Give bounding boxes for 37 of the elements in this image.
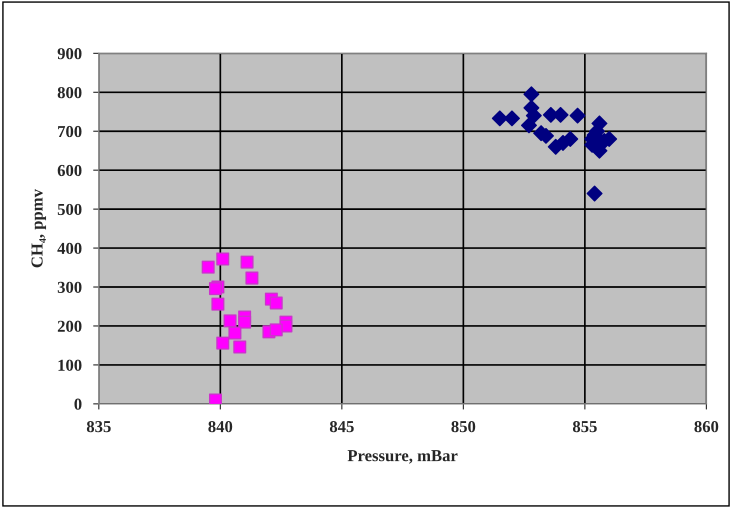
x-tick-label: 855 [572, 421, 597, 432]
x-tick-label: 840 [208, 421, 232, 432]
x-tick-label: 850 [451, 421, 476, 432]
point [520, 117, 537, 134]
point [202, 260, 215, 274]
y-axis-title: CH₄, ppmv [31, 189, 46, 268]
point [216, 336, 230, 350]
point [238, 316, 252, 329]
point [270, 296, 283, 310]
y-tick-label: 300 [58, 282, 82, 293]
y-tick-label: 200 [58, 320, 82, 332]
point [523, 86, 540, 102]
point [240, 256, 254, 269]
x-axis-title: Pressure, mBar [348, 450, 458, 464]
point [211, 298, 224, 311]
y-tick-label: 500 [58, 204, 82, 216]
x-tick-label: 845 [330, 421, 354, 432]
point [233, 340, 246, 354]
point [228, 326, 242, 340]
point [586, 186, 603, 202]
y-tick-label: 0 [74, 398, 82, 410]
y-tick-label: 400 [57, 242, 82, 254]
y-tick-label: 900 [58, 48, 82, 60]
y-tick-label: 700 [58, 126, 82, 138]
point [570, 108, 586, 124]
point [492, 110, 508, 126]
point [270, 323, 283, 336]
point [208, 282, 222, 296]
y-tick-label: 600 [58, 164, 82, 176]
point [504, 110, 520, 126]
x-tick-label: 835 [86, 421, 111, 432]
point [224, 314, 237, 328]
y-tick-label: 800 [58, 86, 82, 98]
point [245, 272, 258, 285]
x-tick-label: 860 [694, 421, 718, 432]
point [216, 252, 230, 266]
y-tick-label: 100 [58, 360, 82, 371]
